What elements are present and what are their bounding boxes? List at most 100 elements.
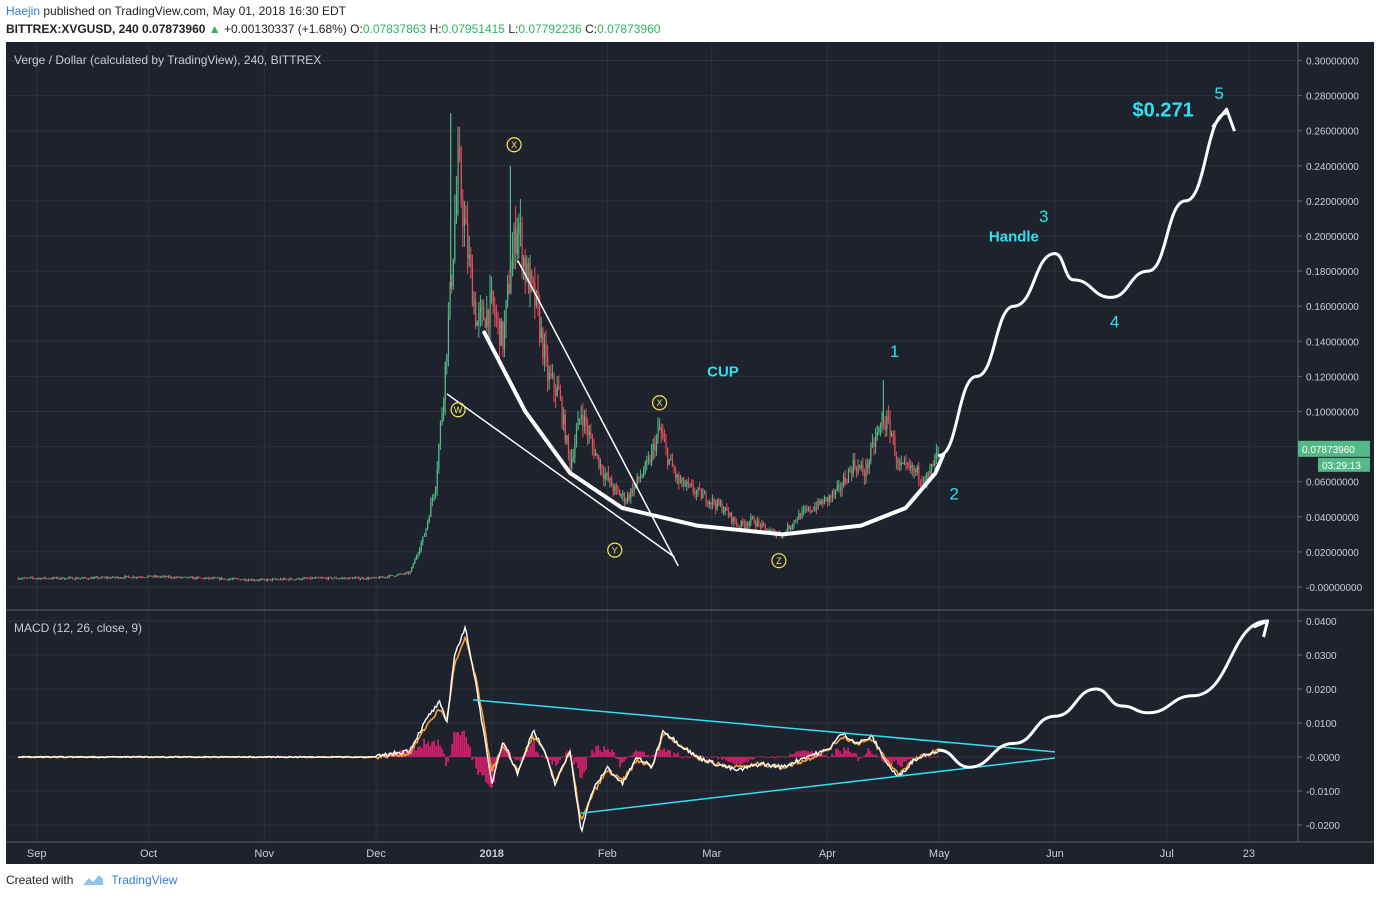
candle-body <box>428 516 430 522</box>
price-axis-label: 0.12000000 <box>1306 372 1359 383</box>
candle-body <box>89 577 91 580</box>
candle-body <box>599 464 602 468</box>
candle-body <box>347 577 349 580</box>
macd-histogram-bar <box>531 743 533 757</box>
candle-body <box>307 578 309 580</box>
candle-body <box>551 374 554 377</box>
macd-histogram-bar <box>459 735 461 757</box>
candle-body <box>883 420 885 427</box>
macd-histogram-bar <box>909 757 911 760</box>
candle-body <box>151 576 154 578</box>
macd-histogram-bar <box>393 752 395 757</box>
candle-body <box>129 576 131 578</box>
candle-body <box>220 578 222 580</box>
candle-body <box>358 577 360 580</box>
macd-histogram-bar <box>595 746 597 757</box>
candle-body <box>166 576 168 578</box>
candle-body <box>625 501 627 503</box>
macd-triangle-upper-line <box>472 699 1056 753</box>
candle-body <box>603 473 605 479</box>
macd-histogram-bar <box>687 757 689 759</box>
candle-body <box>671 458 674 467</box>
macd-histogram-bar <box>627 756 629 757</box>
candle-body <box>580 414 582 419</box>
candle-body <box>395 575 397 577</box>
candle-body <box>73 579 75 581</box>
candle-body <box>899 461 901 466</box>
candle-body <box>852 460 854 475</box>
macd-axis-label: -0.0000 <box>1306 753 1340 764</box>
candle-body <box>147 576 149 578</box>
macd-histogram-bar <box>933 756 935 757</box>
candle-body <box>107 577 109 579</box>
candle-body <box>471 266 474 307</box>
candle-body <box>663 437 666 442</box>
macd-histogram-bar <box>833 755 835 757</box>
chart-canvas[interactable]: 0.30000000 0.28000000 0.26000000 0.24000000… <box>6 42 1374 864</box>
candle-body <box>342 577 344 579</box>
candle-body <box>28 577 30 579</box>
candle-body <box>521 223 523 267</box>
macd-histogram-bar <box>621 757 623 764</box>
candle-body <box>70 577 72 579</box>
candle-body <box>486 309 488 328</box>
candle-body <box>492 291 494 307</box>
candle-body <box>319 577 322 579</box>
macd-histogram-bar <box>737 757 739 764</box>
candle-body <box>911 465 914 471</box>
tradingview-link[interactable]: TradingView <box>111 873 178 887</box>
price-axis-label: 0.26000000 <box>1306 127 1359 138</box>
candle-body <box>361 577 363 579</box>
candle-body <box>539 304 541 338</box>
candle-body <box>731 512 733 523</box>
candle-body <box>547 355 549 381</box>
candle-body <box>465 218 467 225</box>
candle-body <box>591 438 594 446</box>
candle-body <box>876 432 878 437</box>
macd-histogram-bar <box>517 757 519 760</box>
macd-histogram-bar <box>477 757 479 775</box>
macd-histogram-bar <box>667 749 669 757</box>
candle-body <box>97 577 99 579</box>
macd-histogram-bar <box>925 757 927 758</box>
candle-body <box>383 577 386 578</box>
candle-body <box>75 577 77 580</box>
footer: Created with TradingView <box>6 873 177 887</box>
macd-histogram-bar <box>827 757 829 758</box>
author-link[interactable]: Haejin <box>6 4 41 18</box>
macd-histogram-bar <box>759 756 761 757</box>
candle-body <box>76 577 78 579</box>
candle-body <box>931 464 933 470</box>
candle-body <box>900 463 902 466</box>
candle-body <box>513 228 515 255</box>
wave-marker-circle <box>450 402 466 418</box>
macd-histogram-bar <box>611 749 613 757</box>
macd-histogram-bar <box>735 757 737 764</box>
macd-histogram-bar <box>741 757 743 765</box>
macd-histogram-bar <box>877 756 879 758</box>
candle-body <box>601 464 603 474</box>
candle-body <box>127 576 130 577</box>
candle-body <box>388 575 390 578</box>
macd-series <box>17 624 940 834</box>
candle-body <box>460 158 462 200</box>
macd-histogram-bar <box>727 757 729 763</box>
price-axis-label: 0.16000000 <box>1306 302 1359 313</box>
time-axis-label: Dec <box>366 848 386 860</box>
candle-body <box>439 423 442 445</box>
low-label: L: <box>508 22 519 36</box>
candle-body <box>924 480 926 482</box>
time-axis-label: 23 <box>1243 848 1255 860</box>
candle-body <box>209 577 211 579</box>
candle-body <box>550 373 552 377</box>
macd-histogram-bar <box>503 742 505 757</box>
close-value: 0.07873960 <box>597 22 661 36</box>
candle-body <box>889 419 891 436</box>
candle-body <box>615 486 618 489</box>
candle-body <box>587 425 589 435</box>
macd-histogram-bar <box>701 755 703 757</box>
macd-histogram-bar <box>713 756 715 757</box>
candle-body <box>748 522 750 526</box>
candle-body <box>156 576 158 577</box>
candle-body <box>30 577 32 579</box>
